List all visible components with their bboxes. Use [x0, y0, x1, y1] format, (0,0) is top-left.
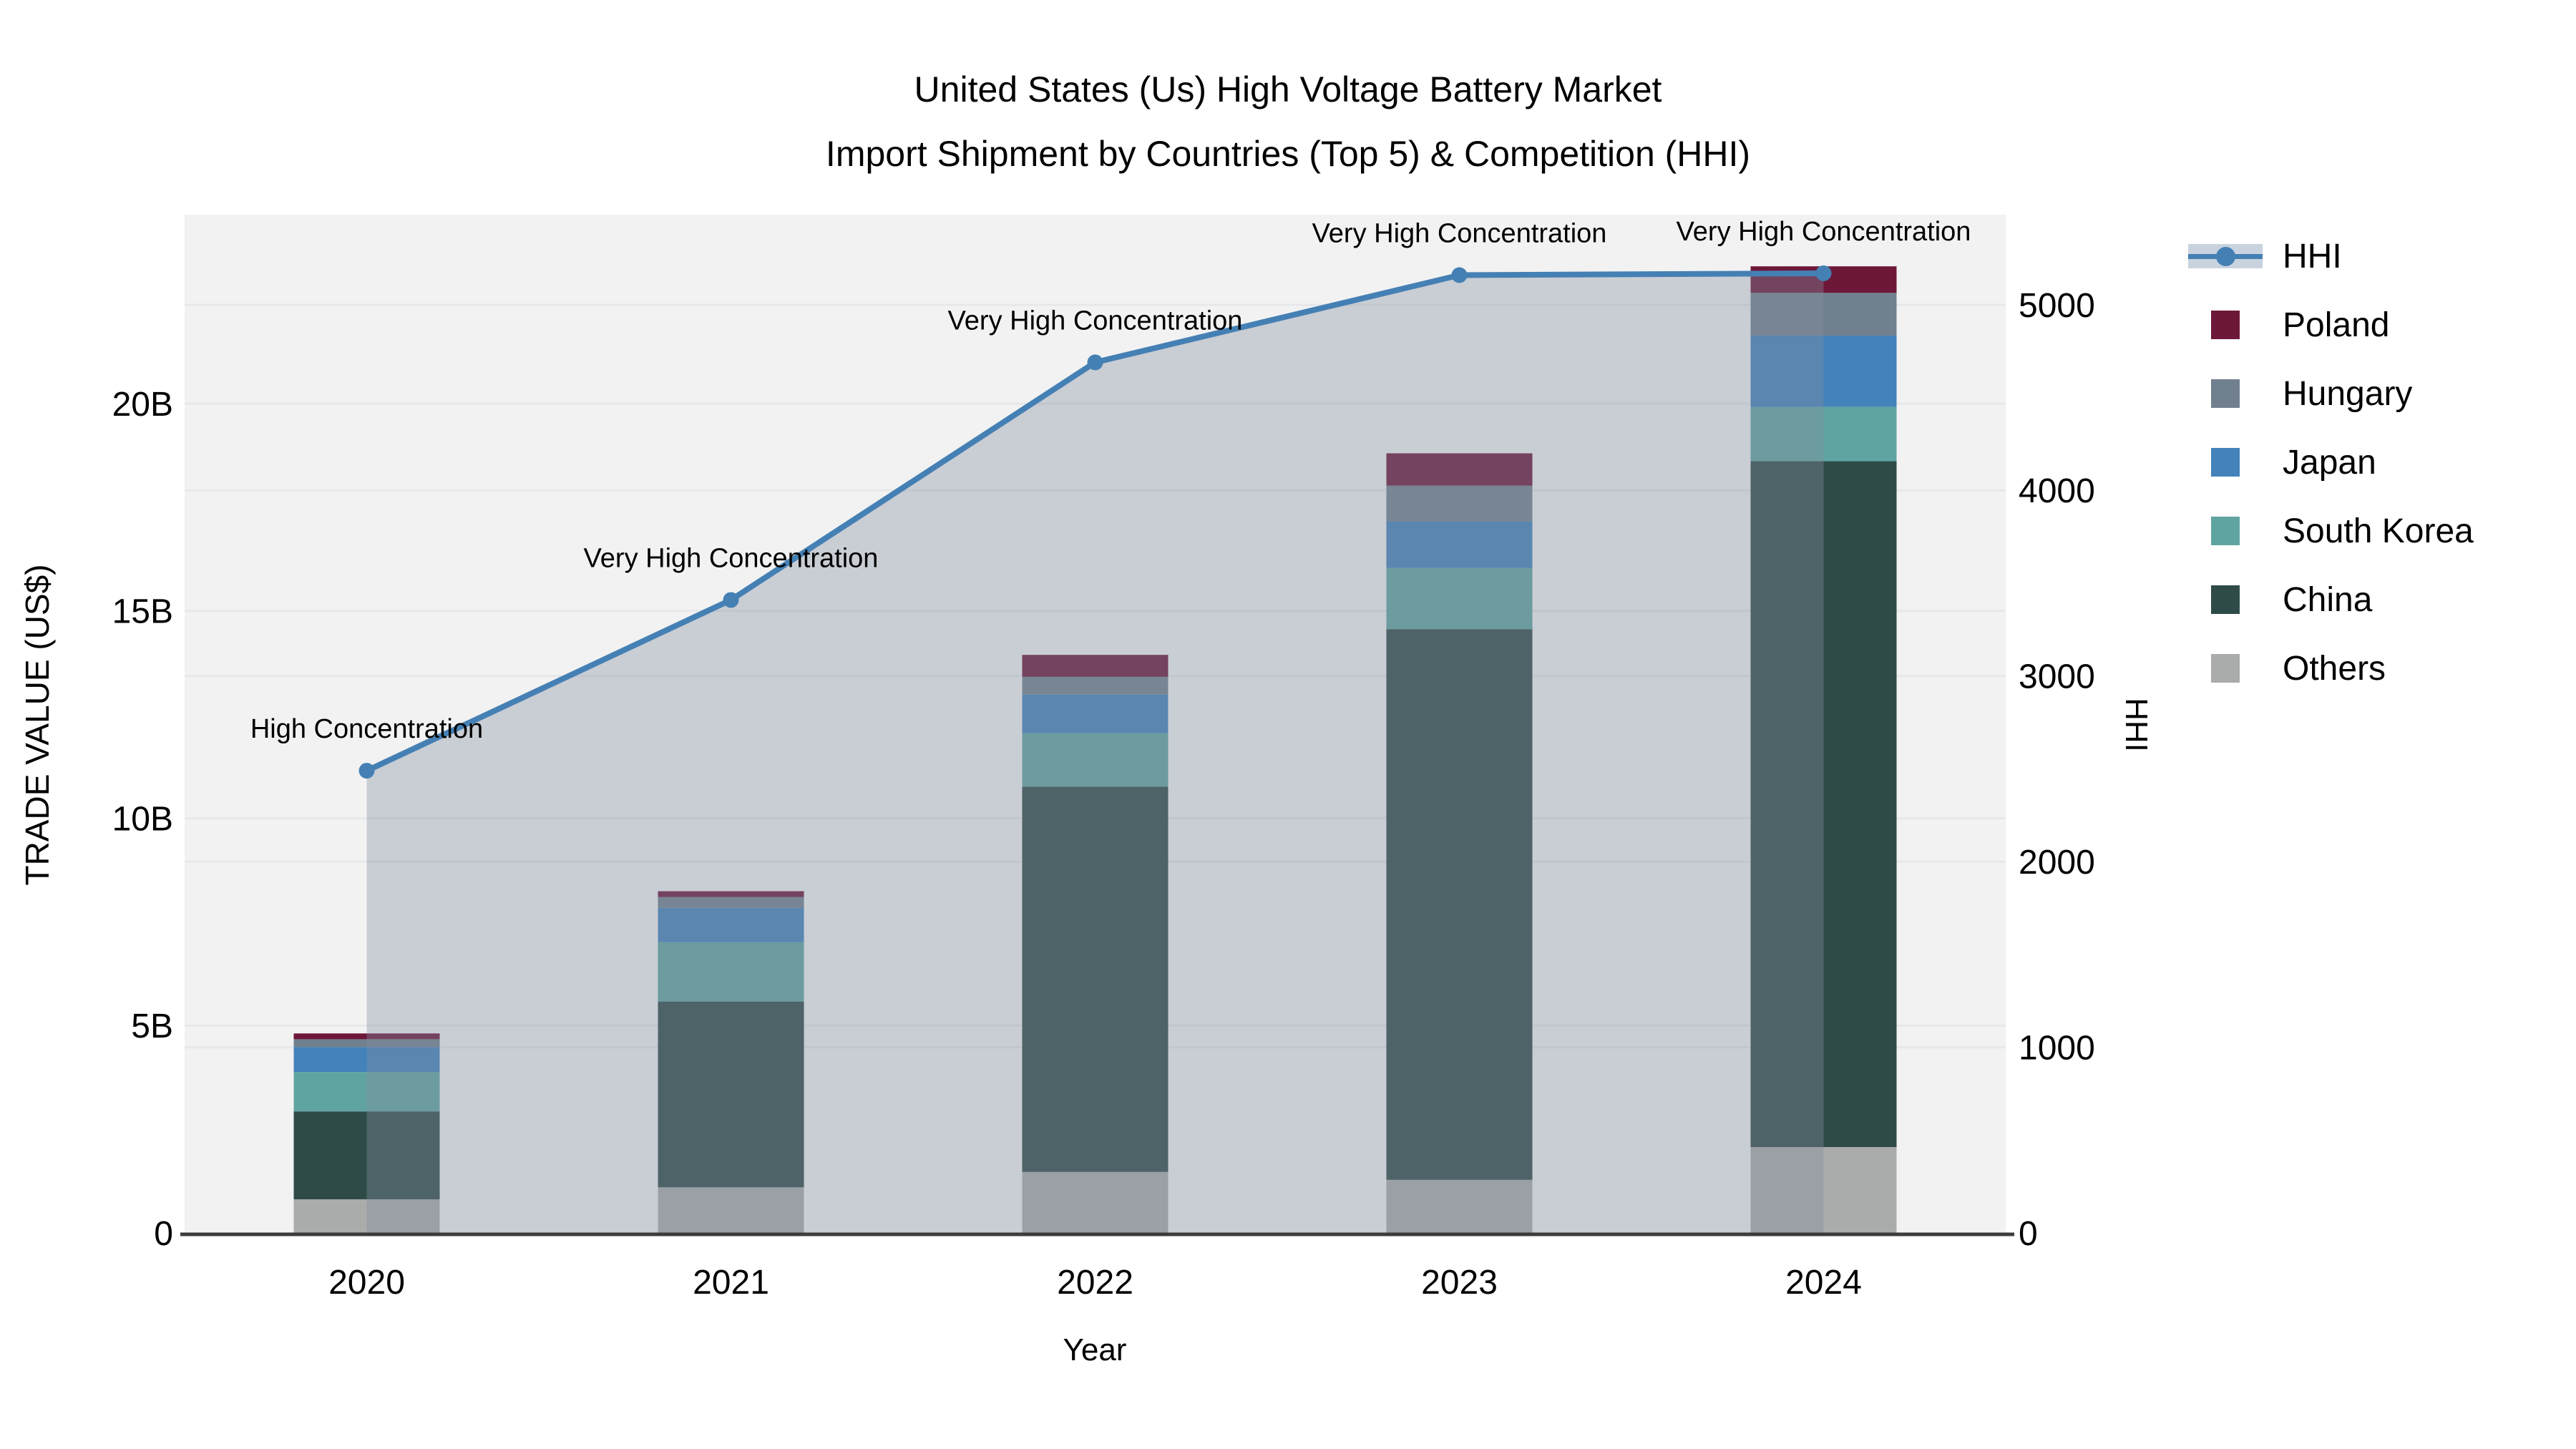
bar-segment-japan-2021[interactable]	[658, 907, 804, 942]
bar-segment-china-2024[interactable]	[1750, 461, 1897, 1148]
bar-segment-hungary-2021[interactable]	[658, 897, 804, 908]
bar-segment-poland-2020[interactable]	[293, 1033, 440, 1040]
bar-segment-others-2022[interactable]	[1022, 1171, 1169, 1233]
hungary-swatch-icon	[2188, 359, 2263, 428]
hhi-line-icon	[2188, 222, 2263, 291]
bar-segment-japan-2020[interactable]	[293, 1047, 440, 1073]
y-left-tick-label: 20B	[112, 386, 173, 424]
poland-swatch-icon	[2188, 291, 2263, 359]
annotation-2023: Very High Concentration	[1312, 218, 1607, 248]
bar-segment-south_korea-2023[interactable]	[1386, 567, 1533, 630]
annotation-2024: Very High Concentration	[1677, 217, 1971, 247]
bar-segment-china-2020[interactable]	[293, 1111, 440, 1200]
y-right-tick-label: 4000	[2019, 472, 2095, 510]
x-tick-label: 2020	[328, 1264, 405, 1302]
bar-segment-china-2023[interactable]	[1386, 629, 1533, 1180]
bar-segment-poland-2022[interactable]	[1022, 655, 1169, 677]
japan-swatch-icon	[2188, 428, 2263, 497]
legend-label: China	[2283, 580, 2373, 619]
legend-item-poland[interactable]: Poland	[2188, 291, 2474, 359]
bar-segment-hungary-2024[interactable]	[1750, 293, 1897, 336]
color-swatch-icon	[2211, 311, 2240, 339]
y-left-tick-label: 0	[154, 1215, 173, 1253]
others-swatch-icon	[2188, 634, 2263, 703]
color-swatch-icon	[2211, 654, 2240, 683]
bar-segment-hungary-2020[interactable]	[293, 1039, 440, 1048]
y-axis-title-right: HHI	[2119, 698, 2154, 752]
legend-label: Others	[2283, 649, 2386, 688]
color-swatch-icon	[2211, 585, 2240, 614]
y-right-tick-label: 0	[2019, 1215, 2038, 1253]
legend-label: South Korea	[2283, 512, 2474, 550]
x-tick-label: 2024	[1785, 1264, 1862, 1302]
y-left-tick-label: 10B	[112, 800, 173, 838]
y-right-tick-label: 3000	[2019, 658, 2095, 696]
legend-label: HHI	[2283, 237, 2342, 275]
legend-item-japan[interactable]: Japan	[2188, 428, 2474, 497]
x-tick-label: 2021	[693, 1264, 769, 1302]
hhi-area	[366, 273, 1824, 1234]
hhi-marker-2024[interactable]	[1815, 265, 1832, 281]
y-right-tick-label: 5000	[2019, 287, 2095, 325]
bar-segment-japan-2022[interactable]	[1022, 694, 1169, 733]
legend-label: Japan	[2283, 443, 2376, 482]
bar-segment-south_korea-2022[interactable]	[1022, 733, 1169, 787]
y-left-tick-label: 5B	[131, 1008, 173, 1045]
legend-item-hungary[interactable]: Hungary	[2188, 359, 2474, 428]
y-right-tick-label: 2000	[2019, 844, 2095, 882]
y-right-tick-label: 1000	[2019, 1029, 2095, 1067]
x-axis-title: Year	[1063, 1332, 1127, 1367]
bar-segment-poland-2021[interactable]	[658, 891, 804, 897]
annotation-2022: Very High Concentration	[948, 306, 1243, 336]
chart-title-line1: United States (Us) High Voltage Battery …	[914, 69, 1662, 109]
legend-label: Hungary	[2283, 374, 2413, 413]
hhi-dot-icon	[2216, 247, 2235, 266]
bar-segment-others-2020[interactable]	[293, 1199, 440, 1233]
bar-segment-south_korea-2021[interactable]	[658, 942, 804, 1002]
bar-segment-hungary-2023[interactable]	[1386, 485, 1533, 522]
color-swatch-icon	[2211, 448, 2240, 477]
legend: HHI Poland Hungary Japan South Korea China Oth…	[2188, 222, 2474, 703]
bar-segment-others-2021[interactable]	[658, 1187, 804, 1233]
legend-label: Poland	[2283, 306, 2390, 344]
hhi-marker-2022[interactable]	[1087, 354, 1103, 371]
y-left-tick-label: 15B	[112, 593, 173, 631]
bar-segment-poland-2023[interactable]	[1386, 453, 1533, 486]
legend-item-hhi[interactable]: HHI	[2188, 222, 2474, 291]
y-axis-title-left: TRADE VALUE (US$)	[19, 564, 56, 886]
annotation-2020: High Concentration	[250, 714, 483, 744]
bar-segment-south_korea-2024[interactable]	[1750, 406, 1897, 462]
bar-segment-china-2022[interactable]	[1022, 786, 1169, 1172]
chart-title: United States (Us) High Voltage Battery …	[0, 57, 2576, 186]
chart-title-line2: Import Shipment by Countries (Top 5) & C…	[825, 134, 1751, 174]
x-tick-label: 2023	[1421, 1264, 1498, 1302]
hhi-marker-2023[interactable]	[1451, 267, 1468, 283]
annotation-2021: Very High Concentration	[584, 543, 879, 573]
hhi-marker-2020[interactable]	[358, 763, 375, 779]
china-swatch-icon	[2188, 565, 2263, 634]
legend-item-others[interactable]: Others	[2188, 634, 2474, 703]
x-tick-label: 2022	[1057, 1264, 1133, 1302]
bar-segment-others-2023[interactable]	[1386, 1179, 1533, 1233]
legend-item-south_korea[interactable]: South Korea	[2188, 497, 2474, 565]
bar-segment-south_korea-2020[interactable]	[293, 1072, 440, 1112]
south_korea-swatch-icon	[2188, 497, 2263, 565]
legend-item-china[interactable]: China	[2188, 565, 2474, 634]
bar-segment-others-2024[interactable]	[1750, 1147, 1897, 1233]
bar-segment-china-2021[interactable]	[658, 1001, 804, 1188]
bar-segment-japan-2024[interactable]	[1750, 335, 1897, 407]
hhi-marker-2021[interactable]	[723, 592, 739, 608]
color-swatch-icon	[2211, 379, 2240, 408]
color-swatch-icon	[2211, 517, 2240, 545]
bar-segment-japan-2023[interactable]	[1386, 521, 1533, 568]
bar-segment-hungary-2022[interactable]	[1022, 676, 1169, 695]
